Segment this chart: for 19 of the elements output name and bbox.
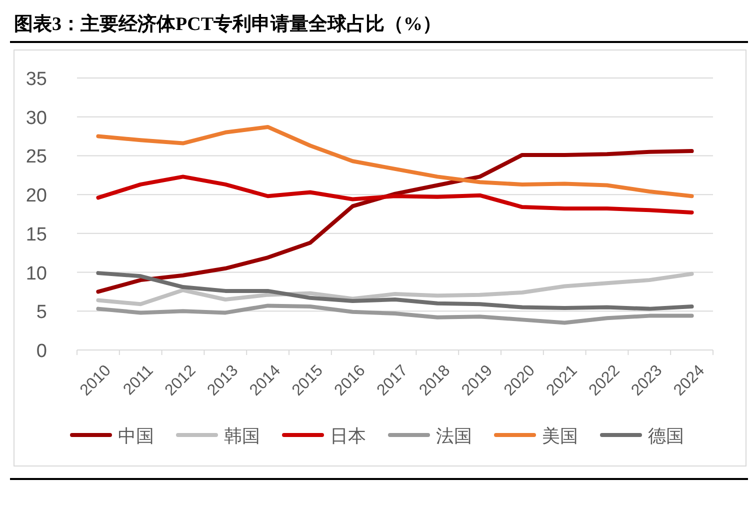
legend-label: 中国 bbox=[118, 426, 154, 446]
legend-label: 日本 bbox=[330, 426, 366, 446]
chart-title: 图表3：主要经济体PCT专利申请量全球占比（%） bbox=[14, 13, 442, 35]
line-series bbox=[96, 149, 694, 294]
y-tick-label: 10 bbox=[26, 263, 47, 284]
y-tick-label: 0 bbox=[36, 341, 47, 362]
y-tick-label: 5 bbox=[36, 302, 47, 324]
line-series bbox=[96, 304, 694, 325]
line-series bbox=[96, 174, 694, 214]
legend-label: 德国 bbox=[648, 426, 684, 446]
legend-label: 美国 bbox=[542, 426, 578, 446]
y-tick-label: 20 bbox=[26, 186, 47, 207]
line-series bbox=[96, 124, 694, 198]
y-tick-label: 25 bbox=[26, 146, 47, 168]
legend-label: 法国 bbox=[436, 426, 472, 446]
y-tick-label: 35 bbox=[26, 69, 47, 90]
legend-label: 韩国 bbox=[224, 426, 260, 446]
y-tick-label: 15 bbox=[26, 224, 47, 246]
y-tick-label: 30 bbox=[26, 108, 47, 129]
